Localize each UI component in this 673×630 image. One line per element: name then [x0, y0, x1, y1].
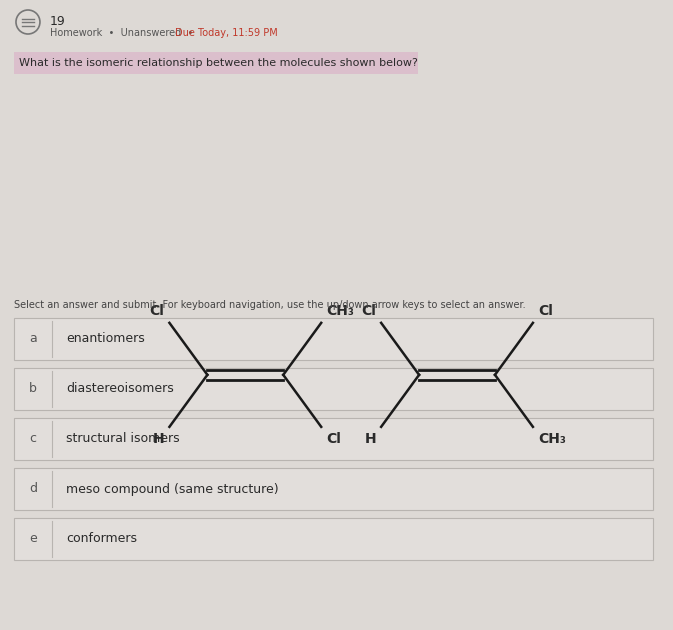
Bar — [14, 468, 653, 510]
Text: b: b — [29, 382, 37, 396]
Text: a: a — [29, 333, 37, 345]
Text: d: d — [29, 483, 37, 496]
Text: c: c — [30, 433, 36, 445]
Text: Select an answer and submit. For keyboard navigation, use the up/down arrow keys: Select an answer and submit. For keyboar… — [14, 300, 526, 310]
Bar — [14, 318, 653, 360]
Text: Due Today, 11:59 PM: Due Today, 11:59 PM — [175, 28, 277, 38]
Text: Homework  •  Unanswered  •: Homework • Unanswered • — [50, 28, 200, 38]
Text: Cl: Cl — [326, 432, 341, 446]
Text: What is the isomeric relationship between the molecules shown below?: What is the isomeric relationship betwee… — [19, 58, 418, 68]
Bar — [14, 518, 653, 560]
Text: meso compound (same structure): meso compound (same structure) — [66, 483, 279, 496]
Text: CH₃: CH₃ — [326, 304, 354, 318]
Text: Cl: Cl — [361, 304, 376, 318]
Text: e: e — [29, 532, 37, 546]
Text: CH₃: CH₃ — [538, 432, 566, 446]
Text: structural isomers: structural isomers — [66, 433, 180, 445]
Text: Cl: Cl — [149, 304, 164, 318]
Bar — [14, 418, 653, 460]
Text: 19: 19 — [50, 15, 66, 28]
Text: conformers: conformers — [66, 532, 137, 546]
Bar — [14, 368, 653, 410]
Text: Cl: Cl — [538, 304, 553, 318]
Text: enantiomers: enantiomers — [66, 333, 145, 345]
Text: H: H — [153, 432, 164, 446]
Text: diastereoisomers: diastereoisomers — [66, 382, 174, 396]
Bar — [14, 52, 419, 74]
Text: H: H — [365, 432, 376, 446]
